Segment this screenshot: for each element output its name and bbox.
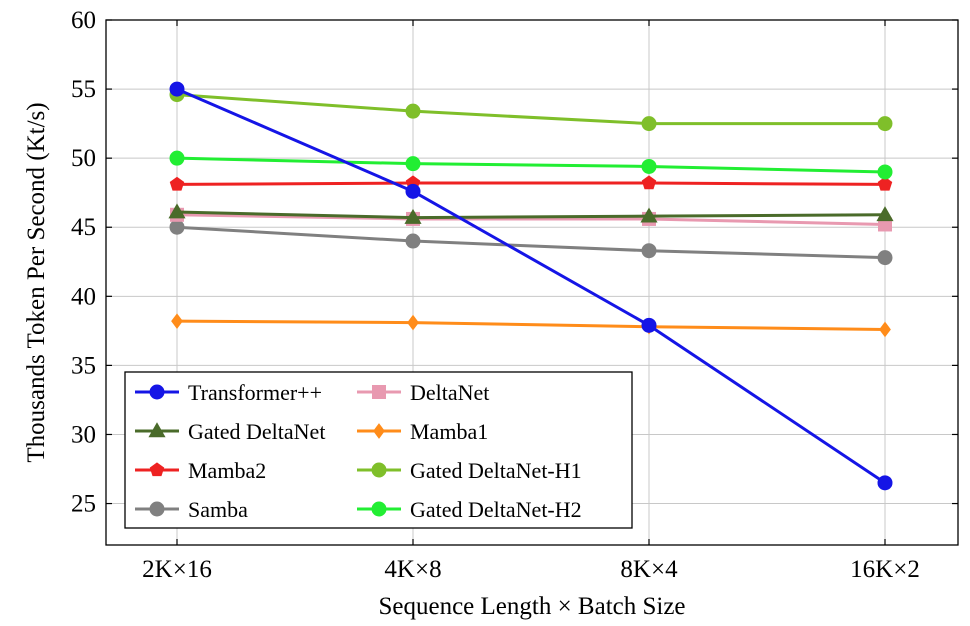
x-tick-label: 4K×8 (384, 556, 441, 583)
data-point-samba (169, 219, 185, 235)
data-point-mamba2 (169, 176, 185, 191)
series-line-gated-deltanet (176, 210, 886, 220)
y-tick-label: 25 (71, 491, 96, 518)
data-point-mamba1 (879, 321, 891, 338)
data-point-gated-deltanet-h2 (877, 164, 893, 180)
legend-marker (149, 462, 165, 477)
data-point-samba (641, 243, 657, 259)
y-tick-label: 60 (71, 7, 96, 34)
series-mamba1 (171, 313, 891, 338)
data-point-transformer (877, 475, 893, 491)
data-point-gated-deltanet-h2 (405, 156, 421, 172)
data-point-samba (405, 233, 421, 249)
legend-marker (149, 384, 165, 400)
series-gated-deltanet-h1 (169, 87, 893, 132)
series-line-gated-deltanet-h1 (176, 93, 885, 126)
legend-marker (373, 423, 385, 439)
y-tick-label: 30 (71, 421, 96, 448)
y-tick-label: 35 (71, 352, 96, 379)
plot-frame (105, 19, 959, 546)
series-mamba2 (169, 175, 893, 191)
x-tick-label: 8K×4 (620, 556, 678, 583)
series-line-deltanet (176, 213, 886, 226)
legend-item-gated-deltanet-h2: Gated DeltaNet-H2 (357, 497, 582, 522)
data-point-gated-deltanet (404, 208, 422, 224)
legend-label: Gated DeltaNet-H2 (410, 497, 582, 522)
legend-item-transformer: Transformer++ (135, 380, 322, 405)
series-line-samba (176, 225, 886, 260)
legend-label: Transformer++ (188, 380, 322, 405)
legend-item-gated-deltanet-h1: Gated DeltaNet-H1 (357, 458, 582, 483)
data-point-mamba2 (877, 176, 893, 191)
series-layer (168, 81, 894, 491)
legend-item-samba: Samba (135, 497, 248, 522)
series-line-mamba2 (176, 181, 886, 186)
y-tick-label: 50 (71, 145, 96, 172)
legend-marker (149, 501, 165, 517)
data-point-gated-deltanet-h1 (405, 103, 421, 119)
legend-label: Mamba1 (410, 419, 488, 444)
data-point-gated-deltanet (640, 207, 658, 223)
data-point-gated-deltanet-h2 (169, 150, 185, 166)
legend-item-deltanet: DeltaNet (357, 380, 489, 405)
legend-label: Gated DeltaNet (188, 419, 325, 444)
legend-label: Mamba2 (188, 458, 266, 483)
data-point-mamba1 (171, 313, 183, 330)
data-point-gated-deltanet-h1 (877, 116, 893, 132)
data-point-mamba1 (407, 314, 419, 331)
legend-item-gated-deltanet: Gated DeltaNet (135, 419, 325, 444)
data-point-gated-deltanet-h2 (641, 158, 657, 174)
series-gated-deltanet-h2 (169, 150, 893, 180)
legend: Transformer++ DeltaNet Gated DeltaNet Mamba… (124, 371, 633, 529)
ticks: 25 30 35 40 45 50 55 60 2K×16 4K×8 8K×4 16K×2 (71, 7, 958, 583)
data-point-gated-deltanet-h1 (641, 116, 657, 132)
y-tick-label: 40 (71, 283, 96, 310)
data-point-gated-deltanet (876, 206, 894, 222)
data-point-mamba2 (641, 175, 657, 190)
legend-label: Gated DeltaNet-H1 (410, 458, 582, 483)
data-point-gated-deltanet (168, 203, 186, 219)
x-tick-label: 16K×2 (850, 556, 920, 583)
legend-marker (371, 462, 387, 478)
x-axis-title: Sequence Length × Batch Size (378, 593, 685, 620)
legend-item-mamba1: Mamba1 (357, 419, 488, 444)
legend-marker (148, 422, 166, 438)
data-point-transformer (169, 81, 185, 97)
legend-item-mamba2: Mamba2 (135, 458, 266, 483)
series-line-transformer (176, 87, 886, 485)
data-point-transformer (405, 183, 421, 199)
legend-marker (372, 385, 386, 399)
legend-label: DeltaNet (410, 380, 489, 405)
legend-label: Samba (188, 497, 248, 522)
y-tick-label: 45 (71, 214, 96, 241)
series-gated-deltanet (168, 203, 894, 224)
series-line-gated-deltanet-h2 (176, 156, 886, 174)
legend-marker (371, 501, 387, 517)
series-samba (169, 219, 893, 266)
y-axis-title: Thousands Token Per Second (Kt/s) (23, 102, 50, 462)
series-line-mamba1 (176, 319, 886, 331)
data-point-samba (877, 250, 893, 266)
data-point-transformer (641, 317, 657, 333)
y-tick-label: 55 (71, 76, 96, 103)
series-transformer (169, 81, 893, 491)
x-tick-label: 2K×16 (142, 556, 212, 583)
